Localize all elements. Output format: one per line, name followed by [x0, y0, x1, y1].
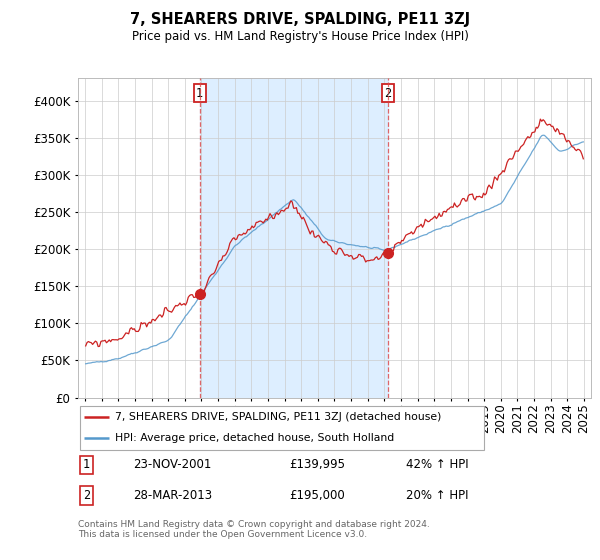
Text: £195,000: £195,000 — [290, 489, 346, 502]
Text: 2: 2 — [83, 489, 90, 502]
FancyBboxPatch shape — [80, 406, 484, 450]
Bar — [200, 78, 388, 398]
Text: 20% ↑ HPI: 20% ↑ HPI — [406, 489, 468, 502]
Text: Contains HM Land Registry data © Crown copyright and database right 2024.
This d: Contains HM Land Registry data © Crown c… — [78, 520, 430, 539]
Text: 28-MAR-2013: 28-MAR-2013 — [133, 489, 212, 502]
Text: 23-NOV-2001: 23-NOV-2001 — [133, 459, 212, 472]
Text: 1: 1 — [196, 87, 203, 100]
Text: 7, SHEARERS DRIVE, SPALDING, PE11 3ZJ (detached house): 7, SHEARERS DRIVE, SPALDING, PE11 3ZJ (d… — [115, 412, 441, 422]
Text: 1: 1 — [83, 459, 90, 472]
Text: Price paid vs. HM Land Registry's House Price Index (HPI): Price paid vs. HM Land Registry's House … — [131, 30, 469, 43]
Text: 2: 2 — [384, 87, 391, 100]
Text: 42% ↑ HPI: 42% ↑ HPI — [406, 459, 468, 472]
Text: 7, SHEARERS DRIVE, SPALDING, PE11 3ZJ: 7, SHEARERS DRIVE, SPALDING, PE11 3ZJ — [130, 12, 470, 27]
Text: £139,995: £139,995 — [290, 459, 346, 472]
Text: HPI: Average price, detached house, South Holland: HPI: Average price, detached house, Sout… — [115, 433, 394, 444]
